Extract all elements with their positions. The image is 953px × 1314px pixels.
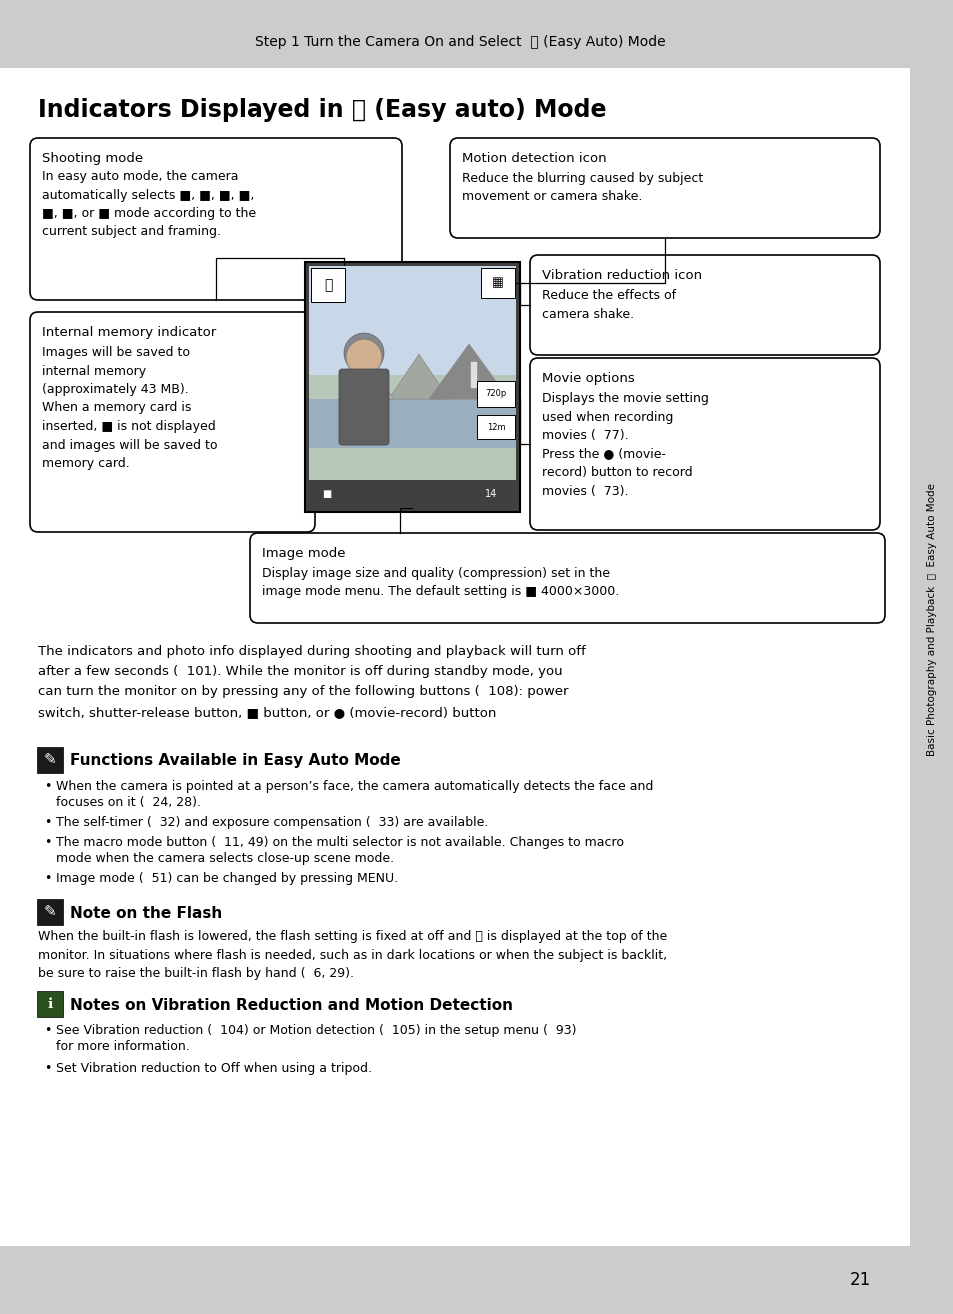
Text: Note on the Flash: Note on the Flash [70,905,222,921]
Bar [0,0,953,68]
FancyBboxPatch shape [30,138,401,300]
Text: Reduce the blurring caused by subject
movement or camera shake.: Reduce the blurring caused by subject mo… [461,172,702,204]
Text: mode when the camera selects close-up scene mode.: mode when the camera selects close-up sc… [56,851,394,865]
Text: 720p: 720p [485,389,506,398]
Bar [0,1246,953,1314]
Text: Images will be saved to
internal memory
(approximately 43 MB).
When a memory car: Images will be saved to internal memory … [42,346,217,470]
Text: Internal memory indicator: Internal memory indicator [42,326,216,339]
Text: Reduce the effects of
camera shake.: Reduce the effects of camera shake. [541,289,676,321]
Text: 21: 21 [848,1271,870,1289]
Polygon shape [389,353,449,399]
FancyBboxPatch shape [450,138,879,238]
Polygon shape [338,364,394,399]
Polygon shape [429,344,509,399]
Text: Indicators Displayed in ⓢ (Easy auto) Mode: Indicators Displayed in ⓢ (Easy auto) Mo… [38,99,606,122]
FancyBboxPatch shape [476,381,515,407]
Text: ✎: ✎ [44,904,56,920]
Text: Vibration reduction icon: Vibration reduction icon [541,269,701,283]
Text: for more information.: for more information. [56,1039,190,1053]
FancyBboxPatch shape [338,369,389,445]
Text: 14: 14 [484,489,497,499]
Text: When the built-in flash is lowered, the flash setting is fixed at off and ⓢ is d: When the built-in flash is lowered, the … [38,930,666,980]
Text: ✎: ✎ [44,753,56,767]
Text: ■: ■ [322,489,332,499]
Text: •: • [44,836,51,849]
Text: Basic Photography and Playback  ⓢ  Easy Auto Mode: Basic Photography and Playback ⓢ Easy Au… [926,484,936,757]
Text: Notes on Vibration Reduction and Motion Detection: Notes on Vibration Reduction and Motion … [70,997,513,1013]
FancyBboxPatch shape [476,415,515,439]
Bar [909,68,953,1246]
Text: Movie options: Movie options [541,372,634,385]
Bar [305,261,519,512]
Text: Display image size and quality (compression) set in the
image mode menu. The def: Display image size and quality (compress… [262,568,618,598]
Text: focuses on it (  24, 28).: focuses on it ( 24, 28). [56,796,201,809]
FancyBboxPatch shape [311,268,345,302]
Text: The self-timer (  32) and exposure compensation (  33) are available.: The self-timer ( 32) and exposure compen… [56,816,488,829]
Text: In easy auto mode, the camera
automatically selects ■, ■, ■, ■,
■, ■, or ■ mode : In easy auto mode, the camera automatica… [42,170,255,239]
Bar [309,399,516,448]
Text: The indicators and photo info displayed during shooting and playback will turn o: The indicators and photo info displayed … [38,645,585,719]
Text: 12m: 12m [486,423,505,431]
Text: •: • [44,872,51,886]
Text: •: • [44,1024,51,1037]
Text: See Vibration reduction (  104) or Motion detection (  105) in the setup menu ( : See Vibration reduction ( 104) or Motion… [56,1024,576,1037]
Text: ⓢ: ⓢ [323,279,332,292]
FancyBboxPatch shape [37,899,63,925]
Text: ▦: ▦ [492,276,503,289]
Bar [309,265,516,509]
FancyBboxPatch shape [250,533,884,623]
FancyBboxPatch shape [37,991,63,1017]
Text: The macro mode button (  11, 49) on the multi selector is not available. Changes: The macro mode button ( 11, 49) on the m… [56,836,623,849]
FancyBboxPatch shape [30,311,314,532]
Text: ℹ: ℹ [48,997,52,1010]
Text: Set Vibration reduction to Off when using a tripod.: Set Vibration reduction to Off when usin… [56,1062,372,1075]
FancyBboxPatch shape [37,746,63,773]
Polygon shape [471,361,476,388]
Text: Step 1 Turn the Camera On and Select  ⓢ (Easy Auto) Mode: Step 1 Turn the Camera On and Select ⓢ (… [254,35,664,49]
FancyBboxPatch shape [530,255,879,355]
Circle shape [346,339,381,374]
Text: Motion detection icon: Motion detection icon [461,152,606,166]
Bar [309,480,516,509]
Text: •: • [44,816,51,829]
Text: •: • [44,781,51,794]
Text: Functions Available in Easy Auto Mode: Functions Available in Easy Auto Mode [70,753,400,769]
Text: Image mode (  51) can be changed by pressing MENU.: Image mode ( 51) can be changed by press… [56,872,397,886]
Text: •: • [44,1062,51,1075]
FancyBboxPatch shape [480,268,515,298]
Text: Displays the movie setting
used when recording
movies (  77).
Press the ● (movie: Displays the movie setting used when rec… [541,392,708,498]
Bar [309,265,516,374]
Text: When the camera is pointed at a person’s face, the camera automatically detects : When the camera is pointed at a person’s… [56,781,653,794]
FancyBboxPatch shape [530,357,879,530]
Text: Image mode: Image mode [262,547,345,560]
Circle shape [344,332,384,373]
Text: Shooting mode: Shooting mode [42,152,143,166]
